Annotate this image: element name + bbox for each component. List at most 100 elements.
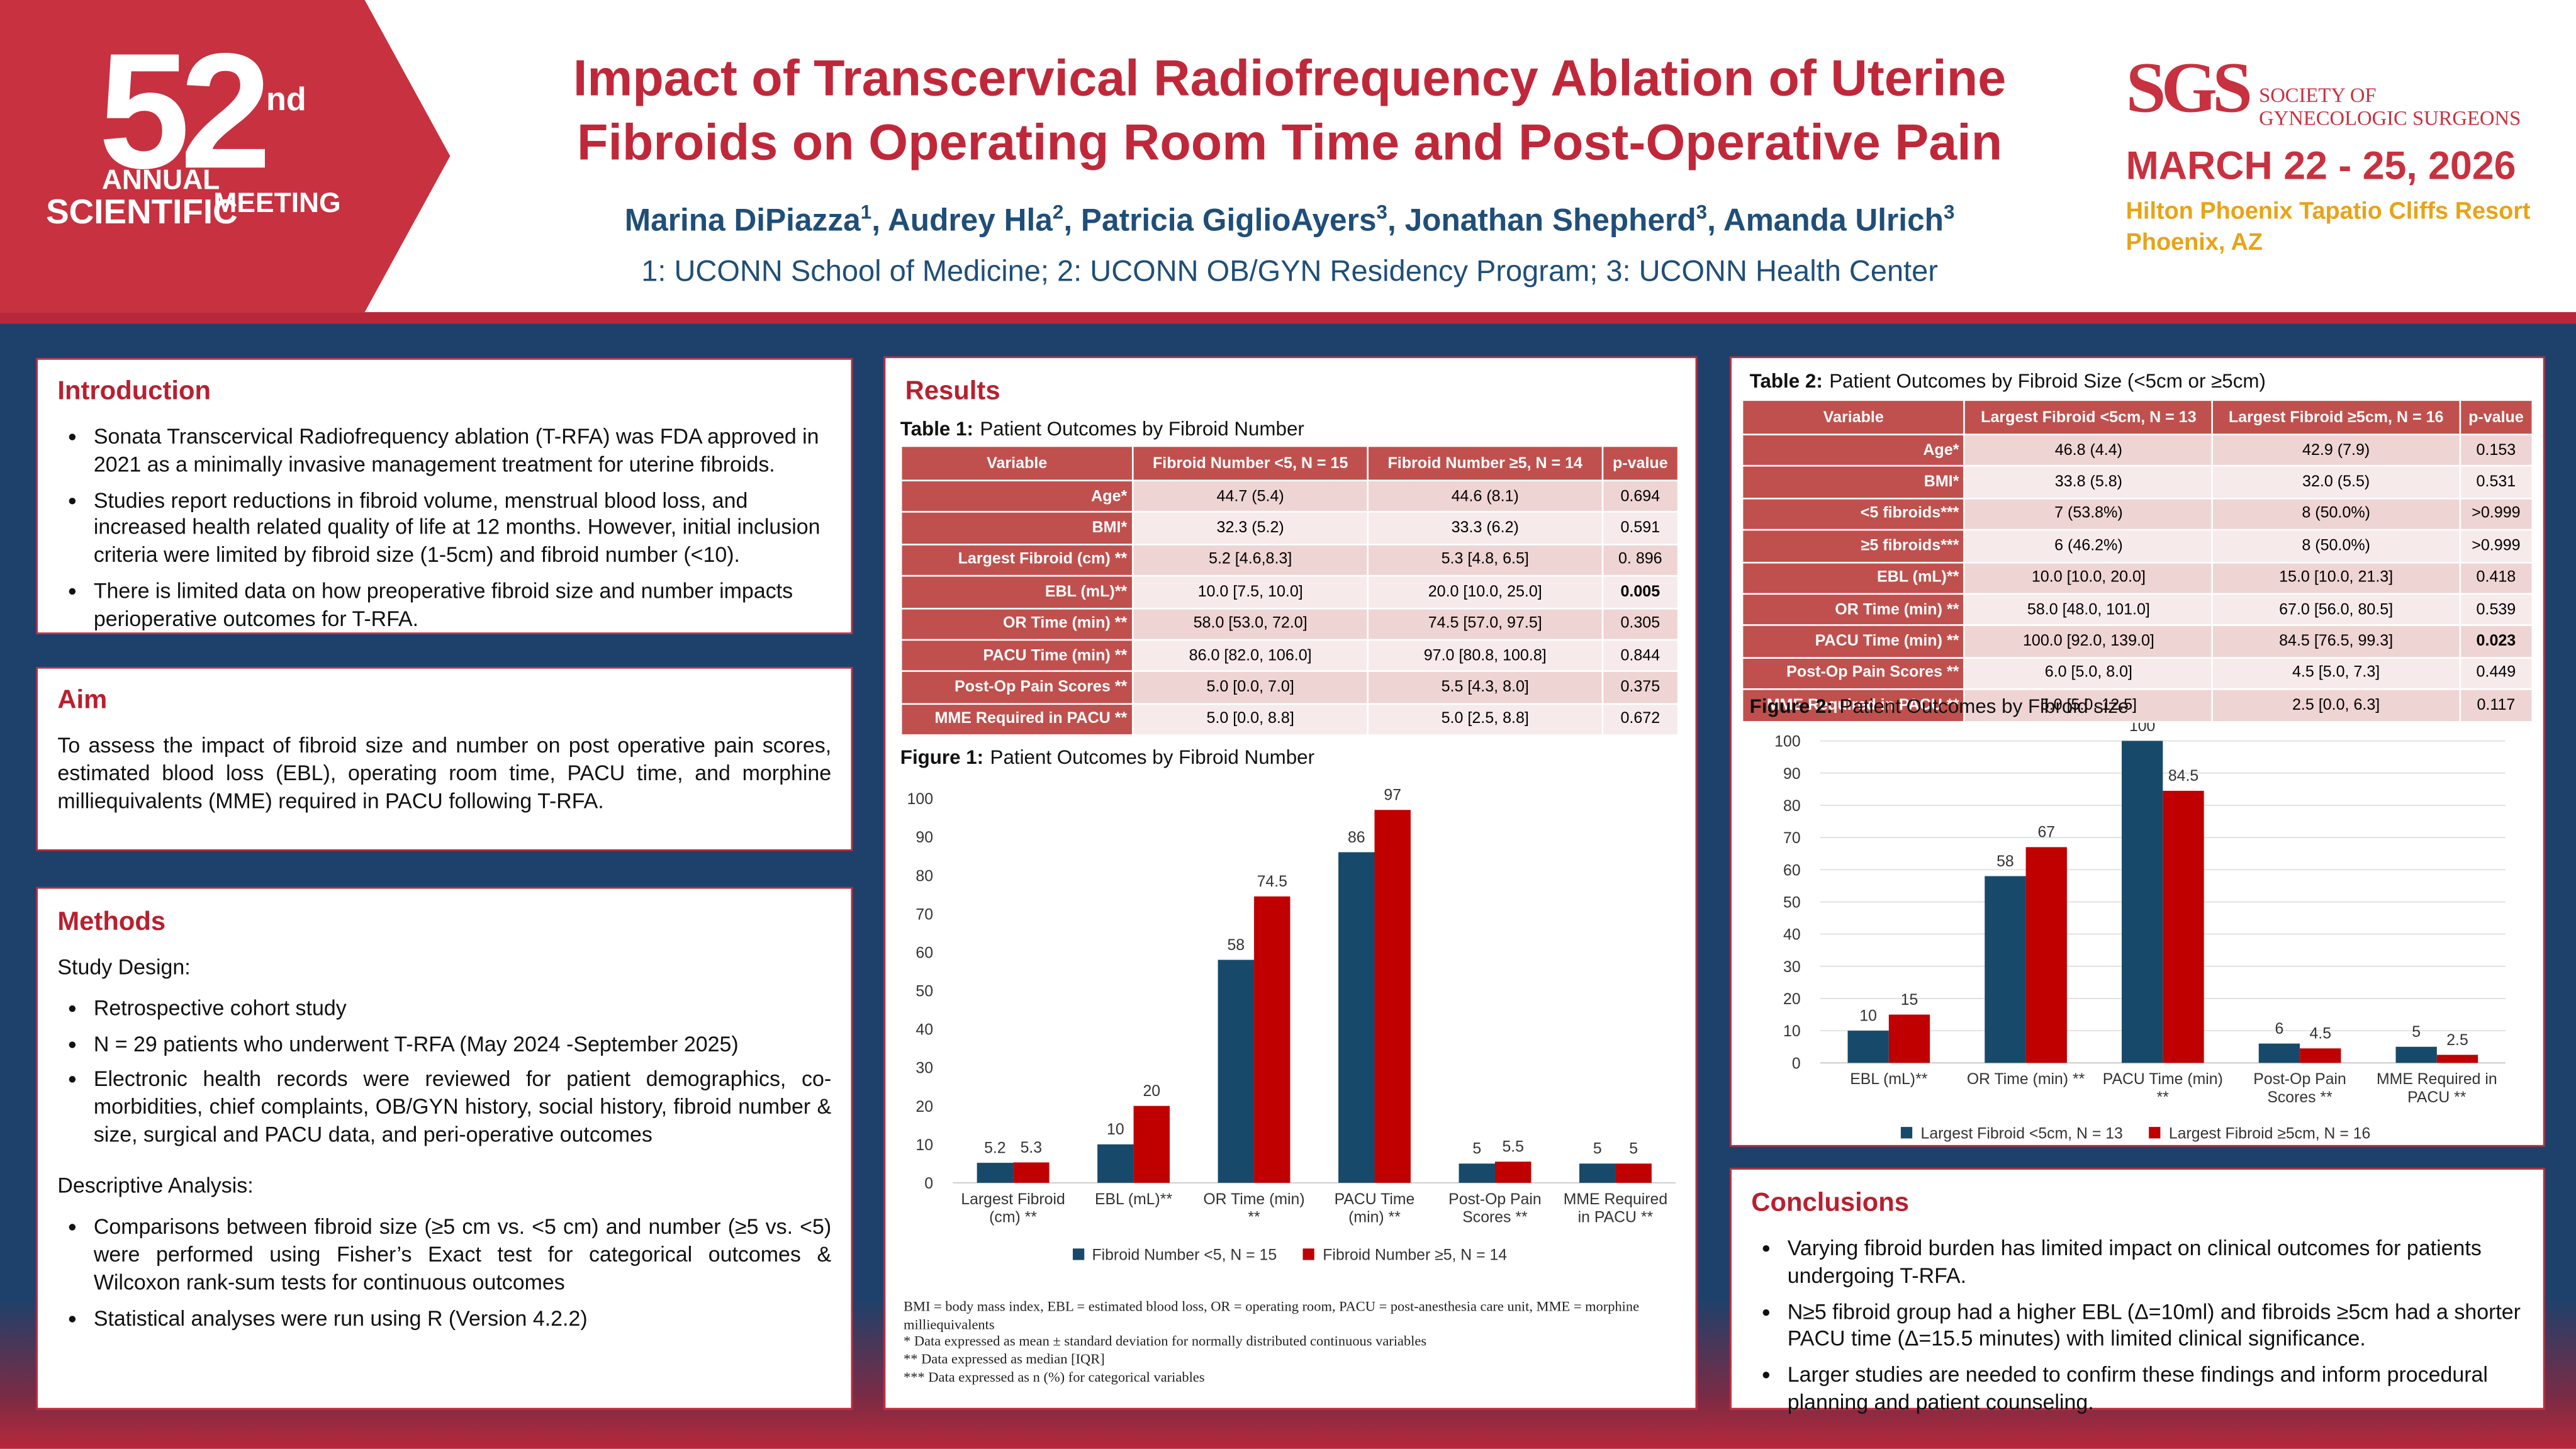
x-tick-label: Post-Op Pain Scores ** <box>1448 1190 1542 1228</box>
logo-line: ANNUAL <box>101 164 220 196</box>
table-cell: 10.0 [10.0, 20.0] <box>1964 561 2214 595</box>
table-cell: <5 fibroids*** <box>1741 497 1966 531</box>
y-tick-label: 30 <box>1783 959 1801 976</box>
table-cell: Age* <box>1741 434 1966 467</box>
bar <box>1254 896 1291 1183</box>
legend-swatch <box>2149 1127 2161 1139</box>
conclusions-panel: Conclusions Varying fibroid burden has l… <box>1730 1168 2545 1415</box>
methods-panel: Methods Study Design: Retrospective coho… <box>36 887 853 1410</box>
data-label: 58 <box>1996 853 2014 870</box>
data-label: 5 <box>1629 1141 1638 1158</box>
venue-city: Phoenix, AZ <box>2125 230 2263 256</box>
section-title: Introduction <box>57 378 211 406</box>
table-cell: 42.9 (7.9) <box>2211 434 2461 467</box>
table-cell: 5.5 [4.3, 8.0] <box>1367 671 1603 705</box>
chart: 0 10 20 30 40 50 60 70 80 90 100 10 15 58 67 100 84.5 6 4.… <box>1733 723 2538 1143</box>
table-cell: OR Time (min) ** <box>1741 593 1966 627</box>
legend-label: Largest Fibroid <5cm, N = 13 <box>1920 1125 2123 1144</box>
y-tick-label: 50 <box>916 983 933 1000</box>
table-cell: Largest Fibroid (cm) ** <box>900 543 1134 577</box>
header-cell: Fibroid Number <5, N = 15 <box>1132 445 1369 482</box>
table-cell: 6.0 [5.0, 8.0] <box>1964 656 2214 690</box>
table-cell: 0.539 <box>2458 593 2534 627</box>
header-cell: Variable <box>1741 399 1966 435</box>
table-cell: EBL (mL)** <box>900 575 1134 609</box>
sgs-name-line: GYNECOLOGIC SURGEONS <box>2259 106 2521 130</box>
event-date: MARCH 22 - 25, 2026 <box>2125 144 2516 189</box>
table-cell: 0.694 <box>1601 479 1679 513</box>
bullet-list: Sonata Transcervical Radiofrequency abla… <box>57 423 831 634</box>
caption-text: Patient Outcomes by Fibroid size <box>1839 695 2129 718</box>
x-tick-label: Post-Op Pain Scores ** <box>2253 1071 2346 1107</box>
table-cell: 46.8 (4.4) <box>1964 434 2214 467</box>
table-cell: 2.5 [0.0, 6.3] <box>2211 688 2461 722</box>
table-cell: 5.0 [5.0, 12.5] <box>1964 688 2214 722</box>
table-cell: 100.0 [92.0, 139.0] <box>1964 625 2214 659</box>
table-row: Post-Op Pain Scores ** 5.0 [0.0, 7.0] 5.5 … <box>900 671 1679 705</box>
table-row: <5 fibroids*** 7 (53.8%) 8 (50.0%) >0.999 <box>1741 497 2534 531</box>
table-cell: 15.0 [10.0, 21.3] <box>2211 561 2461 595</box>
y-tick-label: 40 <box>916 1022 933 1039</box>
table-cell: 44.7 (5.4) <box>1132 479 1369 513</box>
table-cell: 0.375 <box>1601 671 1679 705</box>
author-separator: , <box>1707 204 1723 239</box>
table-cell: 5.2 [4.6,8.3] <box>1132 543 1369 577</box>
caption-label: Table 1: <box>900 417 973 440</box>
data-label: 5.3 <box>1021 1139 1042 1156</box>
author-affiliation: 3 <box>1943 200 1955 224</box>
legend-swatch <box>1901 1127 1913 1139</box>
author-name: Marina DiPiazza <box>624 204 861 239</box>
bar <box>2395 1046 2437 1063</box>
y-tick-label: 0 <box>924 1175 933 1192</box>
table-cell: 33.3 (6.2) <box>1367 512 1603 545</box>
table-cell: 6 (46.2%) <box>1964 529 2214 563</box>
data-label: 15 <box>1901 992 1918 1009</box>
data-label: 86 <box>1348 829 1365 846</box>
table-cell: Post-Op Pain Scores ** <box>900 671 1134 705</box>
y-tick-label: 60 <box>1783 862 1801 879</box>
data-label: 74.5 <box>1257 873 1287 890</box>
table-body: Age* 44.7 (5.4) 44.6 (8.1) 0.694 BMI* 32.3 (5… <box>900 479 1679 737</box>
y-tick-label: 100 <box>907 791 933 808</box>
bar <box>2163 790 2204 1063</box>
author-name: Patricia GiglioAyers <box>1080 204 1377 239</box>
sub-label: Descriptive Analysis: <box>57 1173 254 1198</box>
section-title: Aim <box>57 686 108 715</box>
table-cell: 32.3 (5.2) <box>1132 512 1369 545</box>
aim-panel: Aim To assess the impact of fibroid size… <box>36 667 853 851</box>
bar <box>1374 810 1411 1183</box>
venue: Hilton Phoenix Tapatio Cliffs Resort Phoe… <box>2126 197 2531 259</box>
table-cell: 8 (50.0%) <box>2211 529 2461 563</box>
venue-name: Hilton Phoenix Tapatio Cliffs Resort <box>2125 198 2531 225</box>
y-tick-label: 20 <box>916 1099 933 1116</box>
header-cell: Largest Fibroid ≥5cm, N = 16 <box>2211 399 2461 435</box>
figure-caption: Figure 2: Patient Outcomes by Fibroid siz… <box>1750 695 2129 718</box>
data-label: 10 <box>1107 1121 1124 1138</box>
chart-canvas: 0 10 20 30 40 50 60 70 80 90 100 5.2 5.3 10 20 58 74.5 86… <box>907 787 1676 1192</box>
bullet: Studies report reductions in fibroid vol… <box>94 487 831 570</box>
table-cell: 86.0 [82.0, 106.0] <box>1132 639 1369 673</box>
table-cell: 84.5 [76.5, 99.3] <box>2211 625 2461 659</box>
table-row: Age* 46.8 (4.4) 42.9 (7.9) 0.153 <box>1741 434 2534 467</box>
caption-text: Patient Outcomes by Fibroid Size (<5cm o… <box>1829 369 2266 393</box>
table-row: OR Time (min) ** 58.0 [48.0, 101.0] 67.0 [… <box>1741 593 2534 627</box>
bar <box>1013 1162 1050 1183</box>
table-row: Age* 44.7 (5.4) 44.6 (8.1) 0.694 <box>900 479 1679 513</box>
affiliations: 1: UCONN School of Medicine; 2: UCONN OB… <box>641 254 1938 288</box>
logo-line: MEETING <box>213 187 341 219</box>
table-cell: >0.999 <box>2458 497 2534 531</box>
footnote: * Data expressed as mean ± standard devi… <box>904 1333 1427 1350</box>
table-cell: PACU Time (min) ** <box>900 639 1134 673</box>
y-tick-label: 0 <box>1792 1055 1801 1072</box>
table-row: MME Required in PACU ** 5.0 [5.0, 12.5] 2.… <box>1741 688 2534 722</box>
aim-text: To assess the impact of fibroid size and… <box>57 732 832 813</box>
bar <box>1888 1014 1930 1063</box>
table-cell: Age* <box>900 479 1134 513</box>
header-cell: Fibroid Number ≥5, N = 14 <box>1367 445 1603 482</box>
legend-label: Largest Fibroid ≥5cm, N = 16 <box>2168 1125 2371 1144</box>
data-label: 5.5 <box>1502 1139 1523 1156</box>
y-tick-label: 90 <box>1783 766 1801 783</box>
footnote: *** Data expressed as n (%) for categori… <box>904 1368 1205 1385</box>
